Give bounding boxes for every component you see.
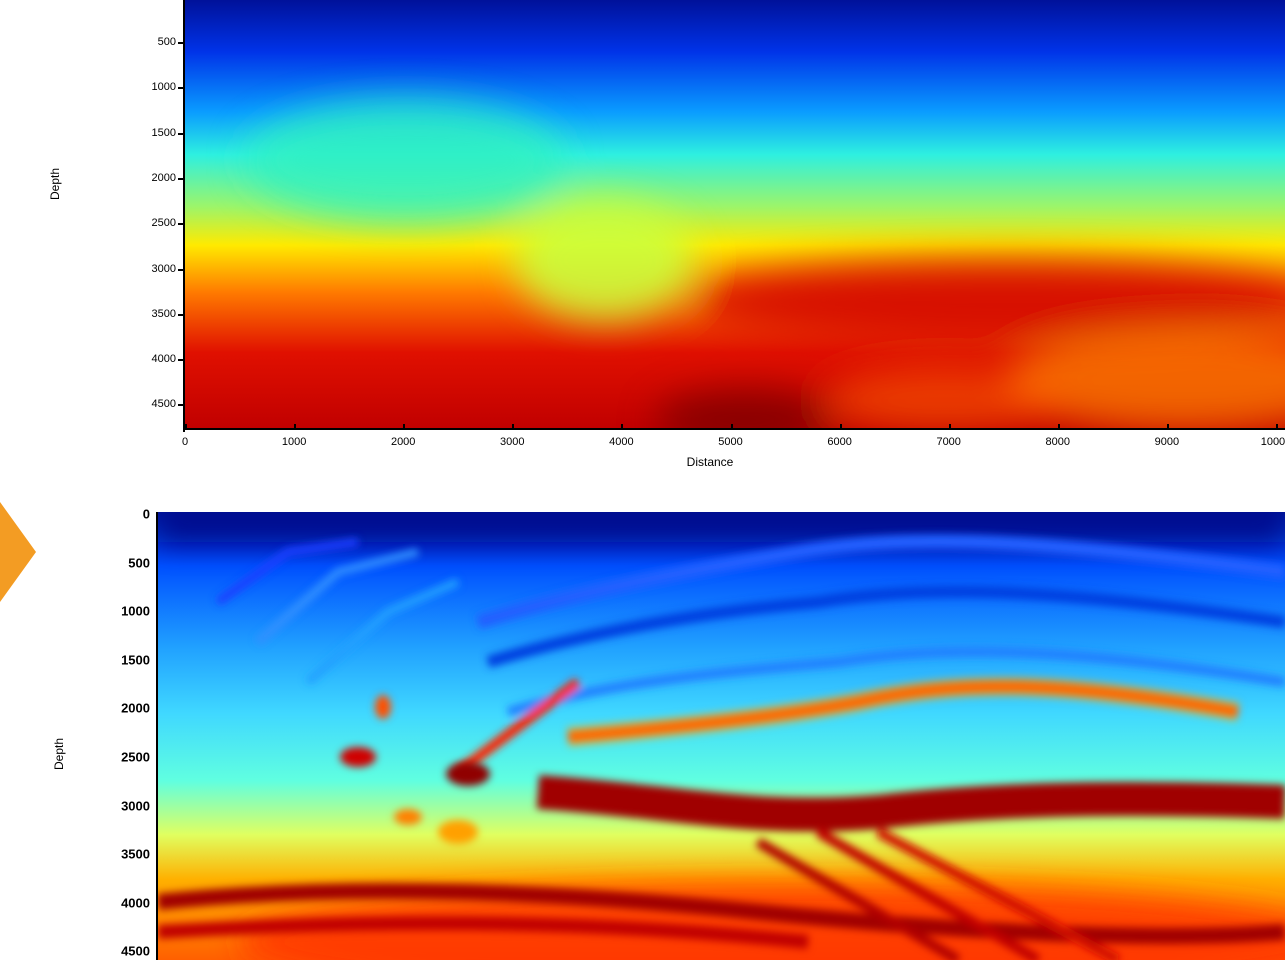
top-y-tick [178,177,184,180]
top-ylabel: Depth [48,167,62,200]
bottom-layer-deep-2 [158,916,809,949]
bottom-y-tick-label: 3000 [121,798,150,814]
top-x-tick-label: 7000 [936,436,961,448]
top-y-tick-label: 3000 [151,262,176,275]
top-velocity-model-image [185,0,1285,430]
top-x-tick [1166,424,1169,429]
bottom-fault-blue-1 [215,538,359,606]
top-y-tick-label: 2000 [151,171,176,184]
top-red-layer [685,260,1285,340]
bottom-velocity-model-image [158,512,1285,960]
bottom-deep-red-field [238,882,1285,960]
top-y-tick-label: 4500 [151,398,176,411]
bottom-y-tick-label: 0 [142,506,150,522]
top-x-tick-label: 2000 [390,436,416,448]
top-y-tick-label: 1000 [151,81,176,94]
top-y-tick [178,87,184,90]
bottom-anomaly-2 [446,762,490,786]
top-dark-core [655,390,835,430]
top-x-tick [948,424,951,429]
top-y-tick [178,404,184,407]
bottom-layer-deep-1 [158,883,1285,944]
bottom-y-tick-label: 4000 [121,895,150,911]
top-y-tick-label: 3500 [151,307,176,320]
top-deep-yellow [825,370,1065,430]
top-x-tick [512,424,515,429]
top-x-tick [1057,424,1060,429]
bottom-y-tick-label: 1500 [121,652,150,668]
bottom-anomaly-3 [375,695,391,719]
bottom-diagonal-2 [815,827,1041,960]
top-x-tick [839,424,842,429]
top-x-tick-label: 0 [181,436,189,448]
arrow-icon [0,502,36,602]
top-x-tick-label: 5000 [718,436,743,448]
bottom-ylabel: Depth [52,737,66,770]
top-x-tick [730,424,733,429]
bottom-y-tick-label: 3500 [121,846,150,862]
top-x-axis-line [183,428,1285,430]
top-x-tick [621,424,624,429]
bottom-y-tick-label: 2000 [121,700,150,716]
top-x-tick [294,424,297,429]
bottom-anomaly-5 [394,809,422,825]
top-y-tick [178,359,184,362]
top-x-tick-label: 3000 [500,436,525,448]
top-y-tick [178,268,184,271]
top-x-tick-label: 9000 [1154,436,1180,448]
top-x-tick [185,424,187,429]
bottom-y-tick-label: 1000 [121,603,150,619]
bottom-anomaly-1 [340,747,376,767]
top-x-tick-label: 10000 [1260,436,1285,448]
top-shallow-anomaly [245,100,565,220]
top-y-tick-label: 2500 [151,217,176,230]
bottom-reflector-1 [475,534,1285,629]
bottom-reflector-3 [506,646,1285,717]
top-y-axis-line [183,0,185,432]
bottom-thick-red-band [536,775,1285,832]
bottom-y-tick-label: 2500 [121,749,150,765]
top-xlabel: Distance [686,455,734,469]
top-dip-structure [515,200,695,320]
bottom-y-tick-label: 500 [128,555,150,571]
top-orange-patch [1005,330,1285,430]
top-x-tick [1276,424,1278,429]
top-y-tick [178,313,184,316]
top-x-tick [403,424,406,429]
top-x-tick-label: 6000 [827,436,852,448]
top-y-tick-label: 500 [157,36,176,48]
top-y-tick [178,132,184,135]
top-x-tick-label: 1000 [281,436,307,448]
top-y-tick [178,223,184,226]
bottom-fault-red [455,678,581,777]
top-y-tick [178,42,184,44]
top-x-tick-label: 4000 [609,436,634,448]
bottom-anomaly-4 [438,820,478,844]
bottom-orange-rim [567,676,1240,747]
bottom-fault-blue-3 [305,578,460,686]
bottom-reflector-2 [486,585,1285,668]
bottom-fault-blue-2 [255,548,419,646]
top-y-tick-label: 1500 [151,126,176,139]
bottom-y-axis-line [156,512,158,960]
bottom-diagonal-1 [755,837,961,960]
bottom-top-water [158,512,1285,542]
top-y-tick-label: 4000 [151,353,176,366]
bottom-y-tick-label: 4500 [121,943,150,959]
bottom-diagonal-3 [875,827,1121,960]
top-x-tick-label: 8000 [1045,436,1071,448]
